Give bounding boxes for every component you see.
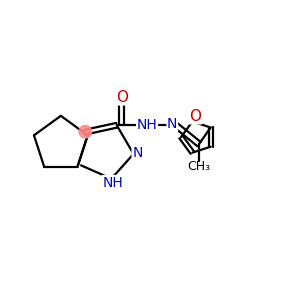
- Text: N: N: [167, 117, 178, 131]
- Text: NH: NH: [137, 118, 158, 132]
- Text: CH₃: CH₃: [188, 160, 211, 173]
- Text: O: O: [116, 90, 128, 105]
- Circle shape: [79, 125, 92, 138]
- Text: N: N: [132, 146, 142, 160]
- Text: NH: NH: [102, 176, 123, 190]
- Text: O: O: [189, 109, 201, 124]
